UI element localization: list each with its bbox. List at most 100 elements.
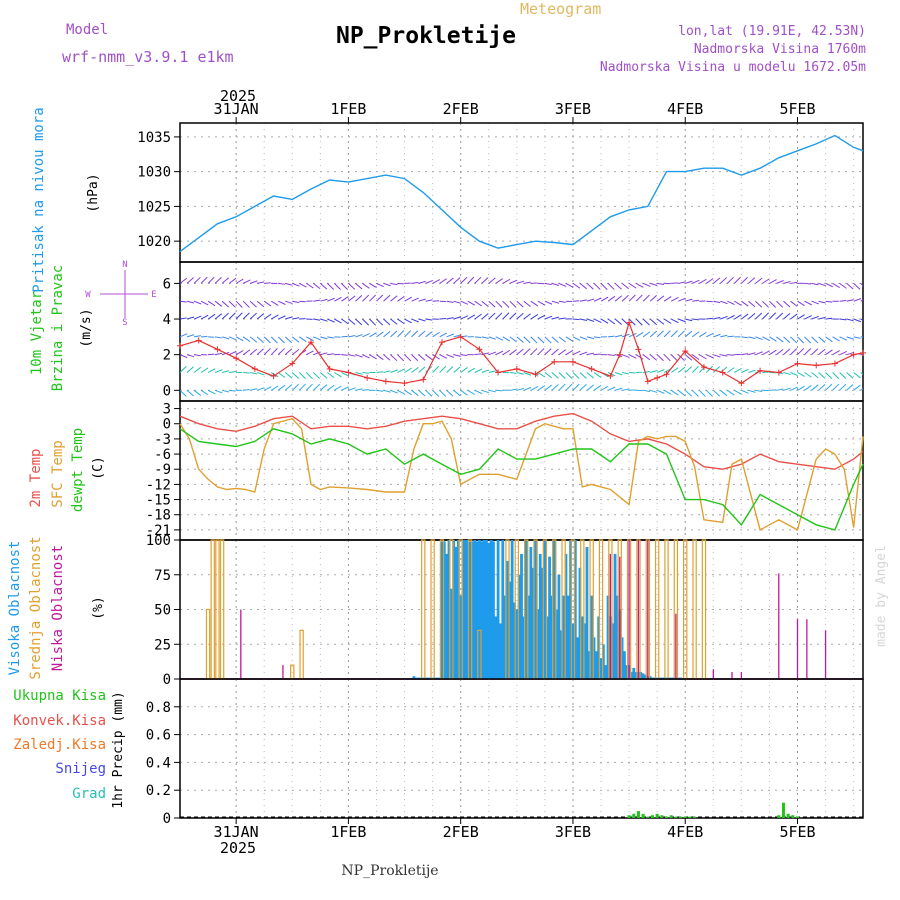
- wind-barb: [565, 372, 573, 380]
- wind-barb: [804, 372, 812, 378]
- wind-barb: [467, 389, 476, 395]
- wind-barb: [284, 384, 293, 391]
- y-tick-label: 2: [163, 348, 171, 364]
- wind-barb: [748, 369, 756, 373]
- wind-barb: [369, 318, 377, 326]
- wind-barb: [369, 332, 377, 338]
- y-tick-label: 1030: [137, 165, 171, 181]
- wind-barb: [614, 387, 623, 391]
- wind-barb: [727, 335, 734, 338]
- wind-barb: [650, 389, 658, 393]
- compass-south: S: [122, 318, 127, 328]
- wind-barb: [221, 370, 230, 373]
- wind-barb: [713, 300, 721, 304]
- wind-barb: [586, 352, 595, 356]
- wind-barb: [488, 277, 496, 284]
- wind-barb: [523, 281, 531, 284]
- wind-barb: [755, 389, 763, 392]
- wind-barb: [635, 282, 644, 288]
- wind-barb: [579, 336, 588, 341]
- wind-barb: [551, 300, 560, 304]
- wind-barb: [235, 336, 244, 342]
- y-tick-label: -9: [154, 462, 171, 478]
- wind-barb: [488, 300, 496, 308]
- wind-barb: [853, 318, 862, 323]
- wind-barb: [593, 318, 602, 323]
- wind-barb: [558, 317, 566, 320]
- wind-barb: [390, 295, 398, 302]
- wind-barb: [846, 384, 854, 391]
- wind-barb: [320, 352, 328, 356]
- wind-barb: [467, 276, 475, 284]
- wind-barb: [656, 389, 665, 394]
- precip-panel: 0 0.2 0.4 0.6 0.8: [146, 678, 864, 827]
- wind-barb: [383, 294, 391, 302]
- wind-barb: [860, 388, 863, 391]
- model-value: wrf-nmm_v3.9.1 e1km: [62, 48, 234, 66]
- wind-barb: [418, 366, 426, 373]
- top-year-label: 2025: [220, 87, 256, 105]
- wind-barb: [341, 354, 348, 356]
- pressure-line: [179, 134, 864, 253]
- wind-barb: [790, 313, 798, 320]
- precip-bar: [627, 815, 631, 818]
- wind-barb: [425, 354, 433, 361]
- high-cloud-bar: [461, 540, 465, 679]
- cloud-unit: (%): [91, 596, 106, 619]
- high-cloud-bar: [644, 674, 647, 679]
- wind-barb: [670, 330, 678, 338]
- high-cloud-bar: [412, 676, 416, 679]
- temp-unit: (C): [91, 456, 106, 479]
- high-cloud-bar: [585, 546, 589, 679]
- wind-barb: [544, 348, 552, 356]
- wind-barb: [629, 371, 636, 374]
- wind-barb: [811, 336, 819, 344]
- wind-barb: [832, 350, 840, 356]
- y-tick-label: 0.6: [146, 728, 171, 744]
- wind-barb: [839, 299, 847, 302]
- wind-barb: [214, 352, 223, 356]
- wind-barb: [257, 387, 265, 391]
- wind-barb: [558, 282, 567, 287]
- wind-barb: [804, 315, 812, 320]
- wind-barb: [776, 336, 784, 343]
- wind-barb: [741, 389, 749, 394]
- wind-barb: [579, 372, 587, 379]
- wind-barb: [180, 333, 188, 338]
- wind-barb: [495, 389, 503, 392]
- wind-barb: [242, 312, 250, 320]
- wind-barb: [298, 372, 306, 380]
- wind-barb: [474, 368, 483, 373]
- high-cloud-bar: [648, 676, 652, 679]
- wind-barb: [348, 295, 356, 302]
- wind-barb: [748, 312, 756, 320]
- wind-barb: [425, 331, 433, 338]
- wind-barb: [327, 384, 335, 391]
- wind-barb: [327, 297, 335, 302]
- wind-barb: [860, 318, 863, 321]
- wind-barb: [270, 348, 278, 356]
- precip-bar: [683, 816, 687, 818]
- wind-barb: [481, 389, 490, 394]
- wind-barb: [551, 316, 560, 320]
- panel-frame: [179, 678, 864, 819]
- wind-barb: [593, 283, 601, 290]
- wind-barb: [200, 314, 209, 320]
- wind-barb: [797, 336, 805, 344]
- pressure-label: Pritisak na nivou mora: [31, 107, 47, 292]
- wind-barb: [257, 281, 265, 284]
- wind-barb: [579, 299, 587, 302]
- wind-label-1: 10m Vjetar: [29, 291, 45, 375]
- wind-barb: [207, 300, 216, 307]
- wind-barb: [509, 312, 517, 320]
- wind-barb: [677, 389, 686, 397]
- wind-unit: (m/s): [79, 308, 94, 347]
- wind-barb: [811, 384, 819, 391]
- precip-label-total: Ukupna Kisa: [13, 688, 106, 704]
- wind-barb: [621, 371, 630, 375]
- y-tick-label: 75: [154, 568, 171, 584]
- wind-barb: [790, 281, 798, 284]
- wind-barb: [726, 276, 734, 284]
- wind-barb: [284, 336, 293, 344]
- high-cloud-bar: [601, 644, 605, 679]
